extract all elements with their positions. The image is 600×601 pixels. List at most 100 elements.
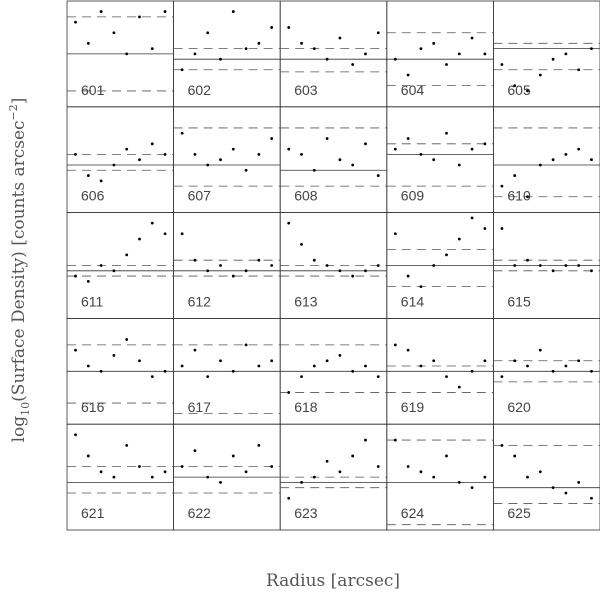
data-point	[312, 475, 316, 479]
panel-label: 625	[507, 505, 531, 521]
data-point	[500, 184, 504, 188]
data-point	[74, 348, 77, 352]
data-point	[193, 52, 197, 56]
data-point	[312, 47, 316, 51]
panel-label: 615	[507, 293, 531, 309]
data-point	[526, 195, 529, 199]
panel-label: 603	[294, 82, 318, 98]
data-point	[163, 369, 167, 373]
data-point	[406, 274, 410, 278]
data-point	[483, 475, 487, 479]
data-point	[364, 438, 367, 442]
data-point	[364, 364, 367, 368]
data-point	[351, 163, 355, 167]
data-point	[325, 137, 329, 140]
data-point	[393, 232, 397, 236]
data-point	[219, 264, 222, 267]
data-point	[500, 227, 504, 230]
data-point	[338, 470, 342, 474]
data-point	[376, 174, 380, 177]
data-point	[325, 359, 329, 363]
data-point	[193, 153, 197, 156]
data-point	[457, 237, 461, 241]
data-point	[231, 454, 235, 458]
data-point	[270, 26, 274, 29]
data-point	[325, 57, 329, 61]
data-point	[312, 258, 316, 262]
data-point	[99, 369, 103, 373]
data-point	[86, 41, 90, 45]
data-point	[270, 465, 274, 468]
data-point	[193, 449, 197, 453]
data-point	[270, 137, 274, 140]
data-point	[206, 31, 210, 35]
data-point	[393, 147, 397, 151]
data-point	[376, 31, 380, 35]
data-point	[287, 147, 291, 151]
data-point	[257, 153, 261, 156]
data-point	[180, 232, 184, 236]
data-point	[180, 364, 184, 368]
data-point	[206, 375, 210, 378]
data-point	[564, 52, 568, 56]
data-point	[538, 73, 542, 77]
data-point	[125, 443, 129, 447]
data-point	[457, 52, 461, 56]
data-point	[338, 158, 342, 162]
panel-label: 623	[294, 505, 318, 521]
data-point	[406, 465, 410, 468]
data-point	[538, 348, 542, 352]
data-point	[564, 364, 568, 368]
data-point	[419, 364, 423, 368]
data-point	[244, 47, 248, 51]
data-point	[219, 158, 222, 162]
data-point	[419, 153, 423, 156]
data-point	[432, 475, 436, 479]
data-point	[590, 269, 593, 273]
data-point	[590, 496, 593, 500]
data-point	[351, 274, 355, 278]
data-point	[513, 454, 517, 458]
panel-label: 606	[81, 188, 105, 204]
panel-label: 624	[401, 505, 425, 521]
data-point	[125, 147, 129, 151]
data-point	[180, 68, 184, 72]
data-point	[287, 496, 291, 500]
panel-label: 620	[507, 399, 531, 415]
data-point	[526, 89, 529, 93]
data-point	[99, 10, 103, 13]
panel-label: 614	[401, 293, 425, 309]
data-point	[445, 454, 448, 458]
data-point	[74, 153, 77, 156]
data-point	[270, 359, 274, 363]
panel-label: 611	[81, 293, 104, 309]
y-axis-label: log10(Surface Density) [counts arcsec−2]	[7, 98, 32, 443]
data-point	[150, 47, 154, 51]
data-point	[180, 465, 184, 468]
panel-label: 621	[81, 505, 105, 521]
data-point	[300, 480, 303, 484]
data-point	[138, 465, 141, 468]
data-point	[551, 57, 555, 61]
panel-label: 601	[81, 82, 105, 98]
y-label-part: log	[9, 416, 29, 443]
data-point	[99, 179, 103, 183]
panel-label: 616	[81, 399, 105, 415]
data-point	[300, 153, 303, 156]
data-point	[125, 52, 129, 56]
data-point	[206, 269, 210, 273]
data-point	[112, 475, 116, 479]
data-point	[257, 443, 261, 447]
data-point	[393, 438, 397, 442]
data-point	[193, 258, 197, 262]
data-point	[193, 348, 197, 352]
data-point	[538, 470, 542, 474]
data-point	[445, 63, 448, 66]
data-point	[338, 36, 342, 40]
data-point	[244, 269, 248, 273]
data-point	[364, 52, 367, 56]
data-point	[513, 359, 517, 363]
data-point	[577, 68, 581, 72]
data-point	[483, 227, 487, 230]
